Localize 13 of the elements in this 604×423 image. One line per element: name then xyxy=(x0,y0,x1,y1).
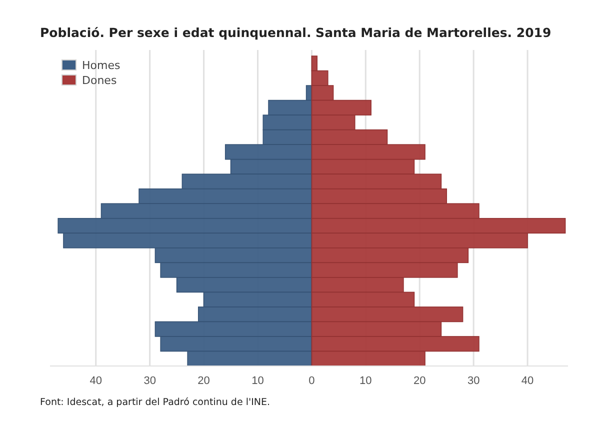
x-tick-label: 40 xyxy=(521,374,534,387)
x-tick-label: 20 xyxy=(198,374,210,387)
x-tick-label: 10 xyxy=(252,374,264,387)
legend-label: Dones xyxy=(82,74,117,87)
legend-label: Homes xyxy=(82,59,120,72)
x-tick-label: 30 xyxy=(467,374,480,387)
x-tick-label: 40 xyxy=(90,374,102,387)
x-tick-label: 10 xyxy=(360,374,372,387)
x-tick-label: 20 xyxy=(413,374,426,387)
x-tick-label: 30 xyxy=(144,374,156,387)
text: Font: Idescat, a partir del Padró continu de l'INE. xyxy=(40,397,270,408)
chart-title: Població. Per sexe i edat quinquennal. Santa Maria de Martorelles. 2019 xyxy=(40,25,552,40)
x-tick-label: 0 xyxy=(308,374,315,387)
